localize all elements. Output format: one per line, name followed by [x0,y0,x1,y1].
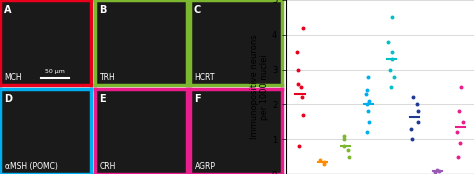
Y-axis label: Immunopositive neurons
per 1000 nuclei: Immunopositive neurons per 1000 nuclei [250,35,269,139]
Point [299,113,307,116]
Point [340,134,347,137]
Point [298,96,305,99]
Point [409,138,416,141]
Point [365,100,373,102]
Point [414,110,421,113]
Text: TRH: TRH [100,73,115,82]
Point [454,155,462,158]
Point [387,86,395,88]
Text: A: A [4,5,11,15]
Text: AGRP: AGRP [195,162,216,171]
Point [386,68,393,71]
Point [295,145,303,148]
Point [431,171,438,174]
Point [294,68,301,71]
Point [455,110,463,113]
Text: F: F [194,94,201,104]
Point [340,138,347,141]
Point [390,75,397,78]
Point [363,93,370,95]
Point [410,96,417,99]
Text: CRH: CRH [100,162,116,171]
Point [388,58,395,61]
Point [320,160,328,163]
Point [364,103,371,106]
Point [456,141,464,144]
Point [365,110,372,113]
Point [364,89,371,92]
Point [364,75,372,78]
Text: B: B [99,5,106,15]
Point [293,51,301,54]
Text: C: C [194,5,201,15]
Text: D: D [4,94,12,104]
Point [433,168,441,171]
Point [316,159,323,161]
Point [345,155,353,158]
Point [340,145,347,148]
Text: 50 μm: 50 μm [45,69,65,74]
Point [297,86,304,88]
Point [299,26,306,29]
Point [365,120,373,123]
Point [408,127,415,130]
Text: MCH: MCH [5,73,22,82]
Text: E: E [99,94,105,104]
Point [457,86,465,88]
Point [435,170,442,173]
Point [294,82,301,85]
Point [459,120,467,123]
Point [364,131,371,134]
Point [414,120,421,123]
Point [388,51,396,54]
Point [453,131,461,134]
Text: HCRT: HCRT [195,73,215,82]
Point [413,103,420,106]
Point [389,16,396,19]
Point [344,148,352,151]
Text: αMSH (POMC): αMSH (POMC) [5,162,57,171]
Point [320,162,328,165]
Point [385,40,392,43]
